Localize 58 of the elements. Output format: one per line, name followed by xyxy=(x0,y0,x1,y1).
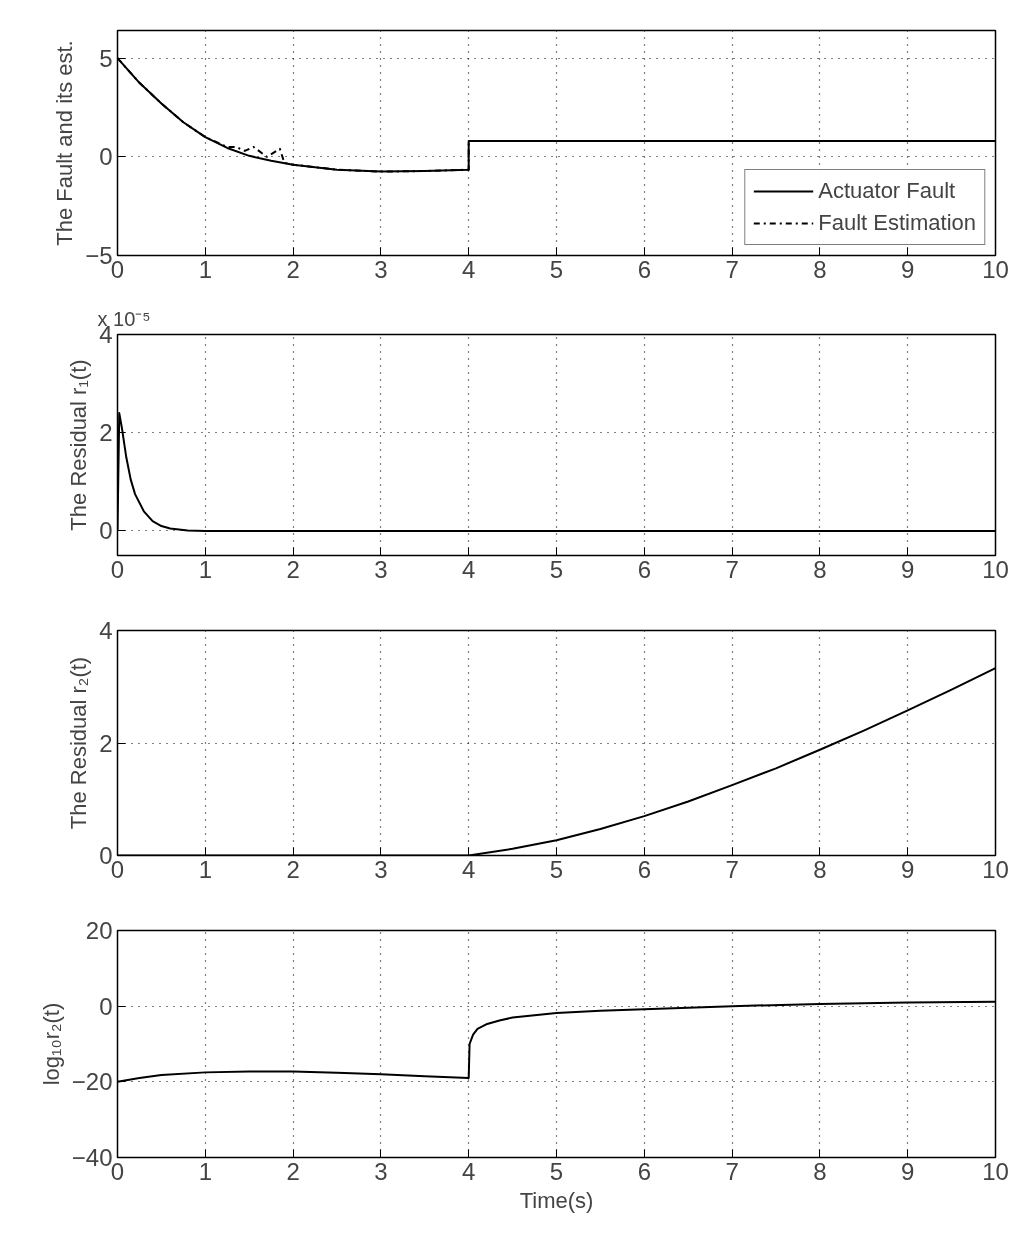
x-tick-label: 1 xyxy=(198,255,212,283)
x-tick-label: 5 xyxy=(549,1157,564,1185)
x-tick-label: 4 xyxy=(462,1157,476,1185)
x-tick-label: 9 xyxy=(901,1157,915,1185)
y-tick-label: 4 xyxy=(99,617,113,644)
y-tick-label: −20 xyxy=(71,1068,113,1096)
y-tick-label: 5 xyxy=(99,44,113,72)
x-tick-label: 9 xyxy=(901,555,915,583)
x-tick-label: 8 xyxy=(813,1157,827,1185)
legend-label: Fault Estimation xyxy=(818,210,976,236)
x-tick-label: 7 xyxy=(725,1157,739,1185)
x-tick-label: 3 xyxy=(374,1157,388,1185)
x-tick-label: 2 xyxy=(286,855,300,883)
x-tick-label: 1 xyxy=(198,555,212,583)
x-tick-label: 3 xyxy=(374,555,388,583)
x-tick-label: 4 xyxy=(462,855,476,883)
y-tick-label: −40 xyxy=(71,1144,113,1171)
x-axis-title: Time(s) xyxy=(519,1187,594,1213)
x-tick-label: 1 xyxy=(198,855,212,883)
x-tick-label: 6 xyxy=(637,855,651,883)
x-tick-label: 10 xyxy=(982,555,1009,583)
x-tick-label: 4 xyxy=(462,255,476,283)
x-tick-label: 5 xyxy=(549,855,564,883)
x-tick-label: 5 xyxy=(549,255,564,283)
y-axis-title: The Residual r₂(t) xyxy=(66,656,92,830)
x-tick-label: 4 xyxy=(462,555,476,583)
x-tick-label: 7 xyxy=(725,255,739,283)
x-tick-label: 8 xyxy=(813,855,827,883)
x-tick-label: 6 xyxy=(637,555,651,583)
x-tick-label: 2 xyxy=(286,555,300,583)
x-tick-label: 5 xyxy=(549,555,564,583)
legend-label: Actuator Fault xyxy=(818,178,956,204)
x-tick-label: 6 xyxy=(637,1157,651,1185)
y-tick-label: 2 xyxy=(99,729,113,757)
y-axis-title: The Fault and its est. xyxy=(52,40,78,246)
y-tick-label: 0 xyxy=(99,992,113,1020)
x-tick-label: 2 xyxy=(286,1157,300,1185)
x-tick-label: 8 xyxy=(813,555,827,583)
x-tick-label: 10 xyxy=(982,855,1009,883)
x-tick-label: 7 xyxy=(725,555,739,583)
x-tick-label: 1 xyxy=(198,1157,212,1185)
y-axis-title: The Residual r₁(t) xyxy=(66,359,92,531)
x-tick-label: 2 xyxy=(286,255,300,283)
x-tick-label: 10 xyxy=(982,1157,1009,1185)
x-tick-label: 10 xyxy=(982,255,1009,283)
y-axis-title: log₁₀r₂(t) xyxy=(38,1002,64,1086)
y-tick-label: 0 xyxy=(99,517,113,545)
y-tick-label: 0 xyxy=(99,143,113,171)
x-tick-label: 9 xyxy=(901,855,915,883)
x-tick-label: 8 xyxy=(813,255,827,283)
y-tick-label: 20 xyxy=(85,917,113,944)
x-tick-label: 3 xyxy=(374,255,388,283)
x-tick-label: 3 xyxy=(374,855,388,883)
y-tick-label: −5 xyxy=(85,242,113,269)
x-tick-label: 9 xyxy=(901,255,915,283)
x-tick-label: 6 xyxy=(637,255,651,283)
y-tick-label: 2 xyxy=(99,419,113,447)
x-tick-label: 7 xyxy=(725,855,739,883)
